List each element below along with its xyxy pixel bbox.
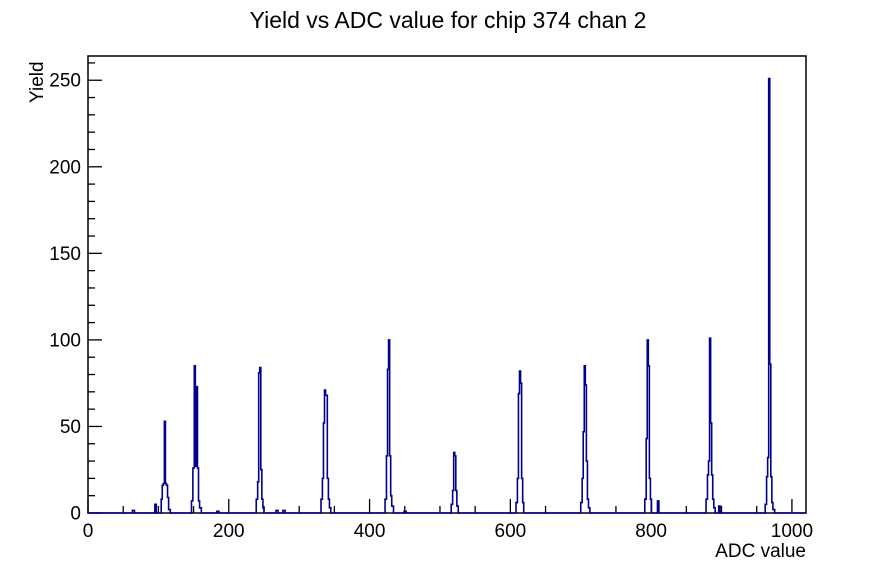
y-tick-label: 250	[49, 71, 81, 92]
chart-title: Yield vs ADC value for chip 374 chan 2	[249, 7, 647, 33]
x-tick-label: 1000	[771, 521, 813, 542]
y-tick-label: 50	[60, 417, 81, 438]
histogram-line	[88, 77, 806, 514]
x-tick-label: 600	[495, 521, 527, 542]
x-axis-title: ADC value	[715, 541, 806, 562]
x-tick-label: 400	[354, 521, 386, 542]
y-tick-label: 0	[70, 504, 81, 525]
x-tick-label: 200	[213, 521, 245, 542]
y-tick-label: 150	[49, 244, 81, 265]
x-tick-label: 0	[83, 521, 94, 542]
y-tick-label: 200	[49, 157, 81, 178]
x-tick-label: 800	[635, 521, 667, 542]
y-tick-label: 100	[49, 330, 81, 351]
